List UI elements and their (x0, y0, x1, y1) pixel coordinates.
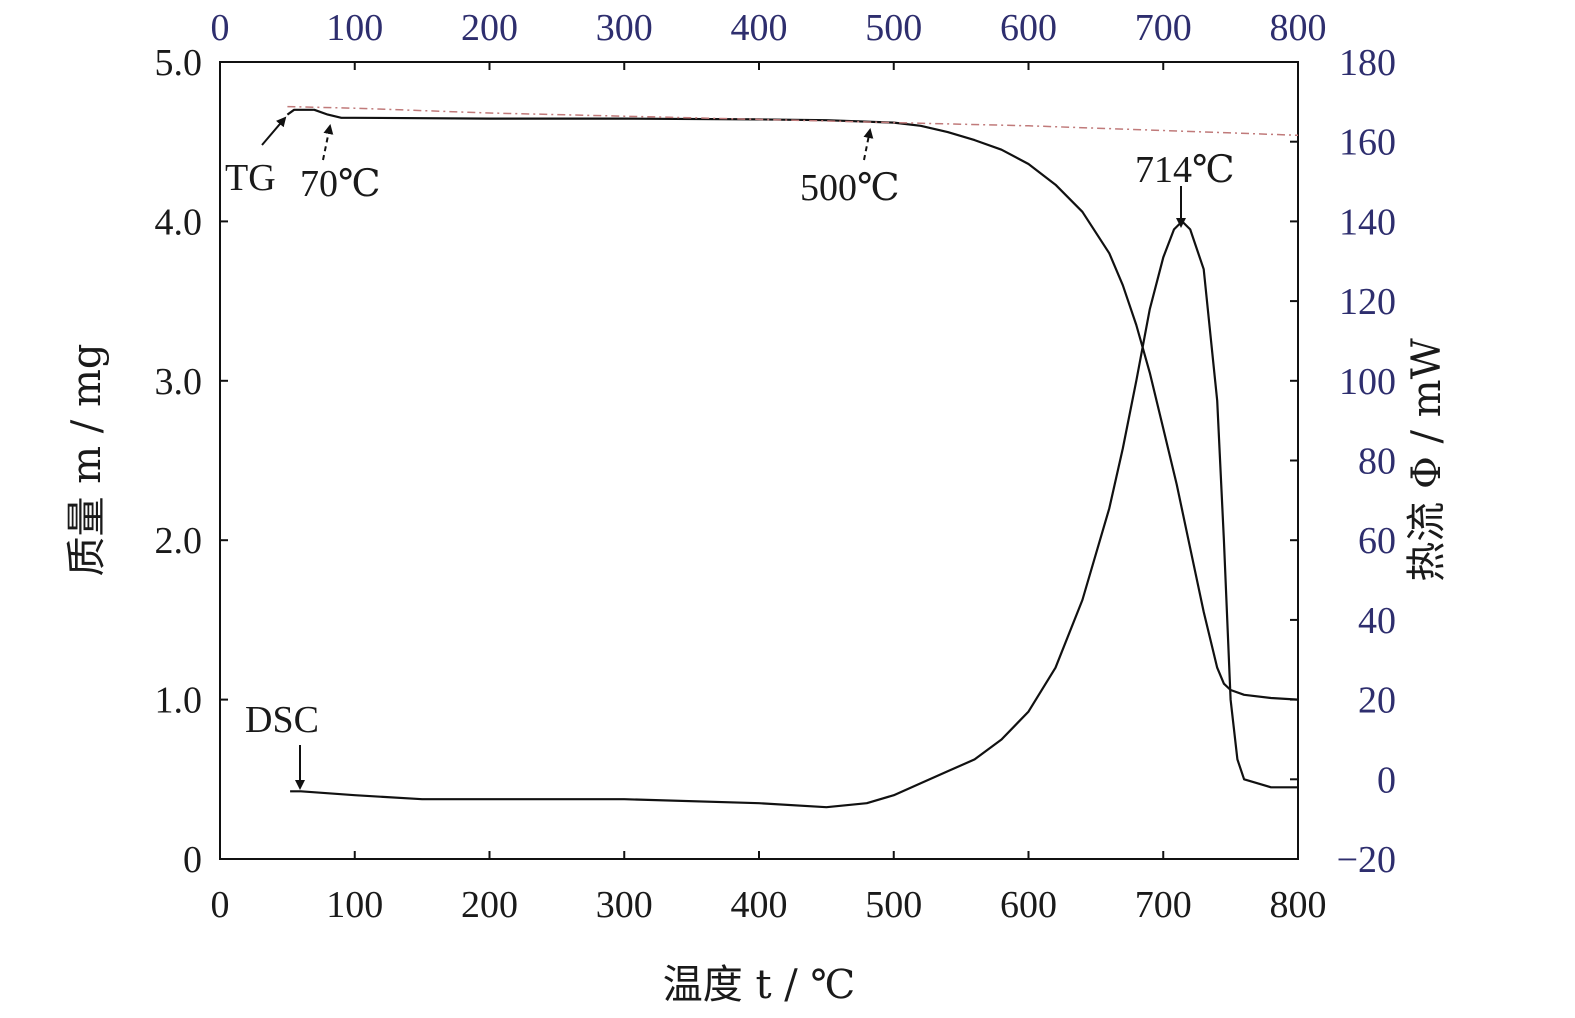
bottom-axis-ticks: 0 100 200 300 400 500 600 700 800 (211, 851, 1327, 926)
annotation-714c-label: 714℃ (1135, 149, 1235, 191)
top-tick-label: 200 (461, 7, 518, 49)
bottom-tick-label: 200 (461, 884, 518, 926)
annotation-70c-arrow (322, 124, 334, 161)
right-tick-label: −20 (1337, 839, 1396, 881)
left-tick-label: 5.0 (155, 42, 203, 84)
annotation-500c-arrow (863, 128, 874, 161)
series-tg-line (286, 108, 1299, 701)
top-tick-label: 400 (731, 7, 788, 49)
top-tick-label: 100 (326, 7, 383, 49)
bottom-tick-label: 300 (596, 884, 653, 926)
bottom-tick-label: 600 (1000, 884, 1057, 926)
right-tick-label: 20 (1358, 680, 1396, 722)
right-tick-label: 160 (1339, 122, 1396, 164)
top-tick-label: 800 (1270, 7, 1327, 49)
annotation-70c-label: 70℃ (300, 163, 381, 205)
annotation-dsc: DSC (245, 699, 319, 790)
top-tick-label: 600 (1000, 7, 1057, 49)
left-tick-label: 1.0 (155, 680, 203, 722)
bottom-tick-label: 100 (326, 884, 383, 926)
annotation-dsc-label: DSC (245, 699, 319, 741)
right-tick-label: 80 (1358, 441, 1396, 483)
annotation-tg-label: TG (225, 157, 276, 199)
right-axis-ticks: −20 0 20 40 60 80 100 120 140 160 180 (1290, 42, 1396, 881)
left-axis-ticks: 0 1.0 2.0 3.0 4.0 5.0 (155, 42, 228, 881)
y-right-axis-label: 热流 Φ / mW (1404, 338, 1450, 581)
right-tick-label: 100 (1339, 361, 1396, 403)
annotation-70c: 70℃ (300, 124, 381, 205)
right-tick-label: 0 (1377, 759, 1396, 801)
left-tick-label: 3.0 (155, 361, 203, 403)
y-left-axis-label: 质量 m / mg (64, 343, 110, 576)
top-tick-label: 300 (596, 7, 653, 49)
bottom-tick-label: 500 (865, 884, 922, 926)
left-tick-label: 4.0 (155, 201, 203, 243)
left-tick-label: 2.0 (155, 520, 203, 562)
series-dsc-line (290, 220, 1298, 809)
annotation-500c: 500℃ (800, 128, 900, 209)
bottom-tick-label: 700 (1135, 884, 1192, 926)
top-tick-label: 0 (211, 7, 230, 49)
left-tick-label: 0 (183, 839, 202, 881)
bottom-tick-label: 0 (211, 884, 230, 926)
series-layer (286, 105, 1299, 809)
top-axis-ticks: 0 100 200 300 400 500 600 700 800 (211, 7, 1327, 70)
annotation-714c: 714℃ (1135, 149, 1235, 228)
x-axis-label: 温度 t / ℃ (663, 962, 855, 1008)
top-tick-label: 700 (1135, 7, 1192, 49)
annotation-tg: TG (225, 116, 287, 199)
annotation-500c-label: 500℃ (800, 167, 900, 209)
top-tick-label: 500 (865, 7, 922, 49)
right-tick-label: 40 (1358, 600, 1396, 642)
bottom-tick-label: 800 (1270, 884, 1327, 926)
series-baseline-line (287, 105, 1299, 137)
right-tick-label: 120 (1339, 281, 1396, 323)
right-tick-label: 180 (1339, 42, 1396, 84)
right-tick-label: 140 (1339, 201, 1396, 243)
bottom-tick-label: 400 (731, 884, 788, 926)
right-tick-label: 60 (1358, 520, 1396, 562)
annotation-tg-arrow (261, 116, 287, 146)
